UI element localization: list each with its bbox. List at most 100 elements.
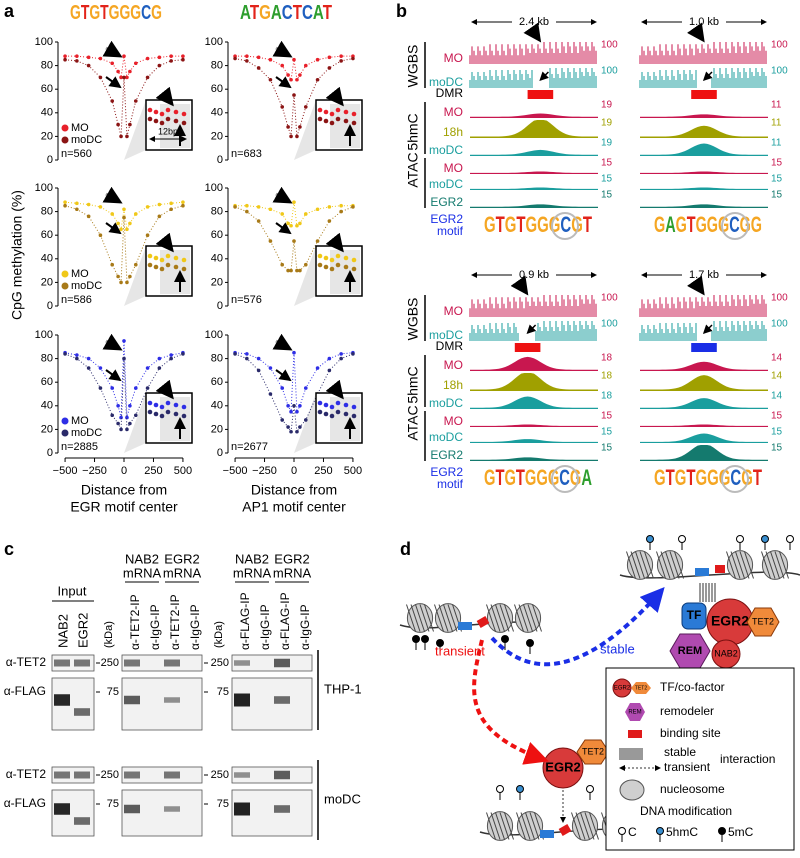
data-point bbox=[327, 55, 332, 60]
inset-dot bbox=[335, 400, 341, 406]
data-point bbox=[133, 413, 138, 418]
data-point bbox=[286, 125, 290, 129]
methylation-bars bbox=[639, 42, 767, 64]
y-tick-label: 60 bbox=[41, 229, 53, 241]
transient-label: transient bbox=[435, 643, 485, 658]
band bbox=[54, 694, 70, 706]
binding-site bbox=[695, 568, 709, 576]
inset-dot bbox=[329, 111, 335, 117]
track-max: 18 bbox=[601, 353, 613, 364]
data-point bbox=[169, 356, 173, 361]
data-point bbox=[295, 223, 299, 228]
inset-dot bbox=[181, 120, 187, 126]
track-max: 19 bbox=[601, 118, 613, 129]
y-tick-label: 40 bbox=[211, 253, 223, 265]
y-tick-label: 20 bbox=[211, 130, 223, 142]
blot bbox=[121, 766, 203, 784]
tf-label: TF bbox=[687, 608, 702, 622]
y-tick-label: 60 bbox=[41, 83, 53, 95]
dna-wrap bbox=[730, 551, 741, 579]
data-point bbox=[116, 221, 120, 226]
cofactor-label: NAB2 bbox=[714, 648, 738, 658]
data-point bbox=[233, 56, 237, 61]
data-point bbox=[63, 203, 67, 208]
data-point bbox=[339, 356, 343, 361]
arrow bbox=[102, 333, 123, 351]
y-tick-label: 100 bbox=[205, 36, 223, 48]
legend-text: stable bbox=[664, 745, 696, 759]
sample-count: n=576 bbox=[231, 294, 262, 306]
data-point bbox=[157, 366, 162, 370]
arrow bbox=[526, 324, 537, 335]
data-point bbox=[315, 57, 320, 62]
kda-label: (kDa) bbox=[213, 621, 225, 648]
dna-wrap bbox=[630, 551, 641, 579]
mod-c bbox=[618, 827, 626, 835]
track-max: 19 bbox=[601, 100, 613, 111]
data-point bbox=[181, 203, 185, 208]
data-point bbox=[298, 221, 302, 226]
data-point bbox=[286, 73, 290, 77]
band bbox=[124, 695, 140, 705]
data-point bbox=[122, 75, 126, 80]
inset-wedge bbox=[294, 246, 316, 306]
band bbox=[164, 659, 180, 667]
legend-marker bbox=[61, 429, 69, 437]
dna-wrap bbox=[589, 812, 599, 840]
coverage-track bbox=[640, 204, 768, 208]
dmr bbox=[691, 90, 717, 99]
arrow bbox=[272, 333, 293, 351]
data-point bbox=[295, 134, 299, 139]
inset-dot bbox=[343, 118, 349, 124]
dmr bbox=[514, 343, 541, 352]
y-tick-label: 40 bbox=[41, 400, 53, 412]
y-tick-label: 0 bbox=[47, 154, 53, 166]
data-point bbox=[303, 262, 308, 267]
inset-dot bbox=[317, 409, 323, 415]
motif-highlight bbox=[551, 212, 579, 240]
track-max: 100 bbox=[601, 40, 618, 51]
legend-marker bbox=[61, 417, 69, 425]
legend-text: transient bbox=[664, 760, 711, 774]
data-point bbox=[286, 221, 290, 226]
track-max: 18 bbox=[601, 391, 613, 402]
inset-dot bbox=[153, 255, 159, 261]
data-point bbox=[116, 274, 120, 279]
data-point bbox=[327, 66, 332, 70]
marker-label: 250 bbox=[101, 769, 119, 781]
data-point bbox=[110, 99, 115, 103]
arrow bbox=[539, 71, 549, 82]
data-point bbox=[128, 122, 132, 127]
track-max: 15 bbox=[601, 190, 613, 201]
dna-wrap bbox=[514, 604, 524, 632]
y-axis-label: CpG methylation (%) bbox=[9, 190, 25, 320]
inset-dot bbox=[351, 404, 357, 410]
data-point bbox=[63, 57, 67, 62]
data-point bbox=[122, 356, 126, 361]
track-label: MO bbox=[444, 105, 463, 119]
track-label: moDC bbox=[429, 143, 463, 157]
inset-dot bbox=[153, 264, 159, 270]
data-point bbox=[351, 352, 355, 356]
track-max: 15 bbox=[771, 443, 783, 454]
x-axis-label: Distance from bbox=[81, 482, 167, 498]
track-max: 14 bbox=[771, 353, 783, 364]
coverage-track bbox=[470, 113, 598, 118]
dna-wrap bbox=[739, 551, 750, 579]
motif-label: motif bbox=[437, 224, 464, 238]
data-point bbox=[303, 63, 308, 68]
data-point bbox=[286, 425, 290, 429]
data-line bbox=[235, 55, 353, 82]
data-point bbox=[298, 425, 302, 429]
legend-label: moDC bbox=[71, 427, 102, 439]
arrow bbox=[523, 22, 542, 43]
mod-c bbox=[496, 785, 504, 793]
data-point bbox=[292, 350, 296, 355]
dna-wrap bbox=[726, 551, 736, 579]
legend-label: moDC bbox=[71, 134, 102, 146]
legend-text: C bbox=[628, 825, 637, 839]
inset-dot bbox=[323, 402, 329, 408]
sample-count: n=683 bbox=[231, 148, 262, 160]
data-point bbox=[128, 421, 132, 426]
inset-scale-label: 12bp bbox=[158, 126, 178, 136]
